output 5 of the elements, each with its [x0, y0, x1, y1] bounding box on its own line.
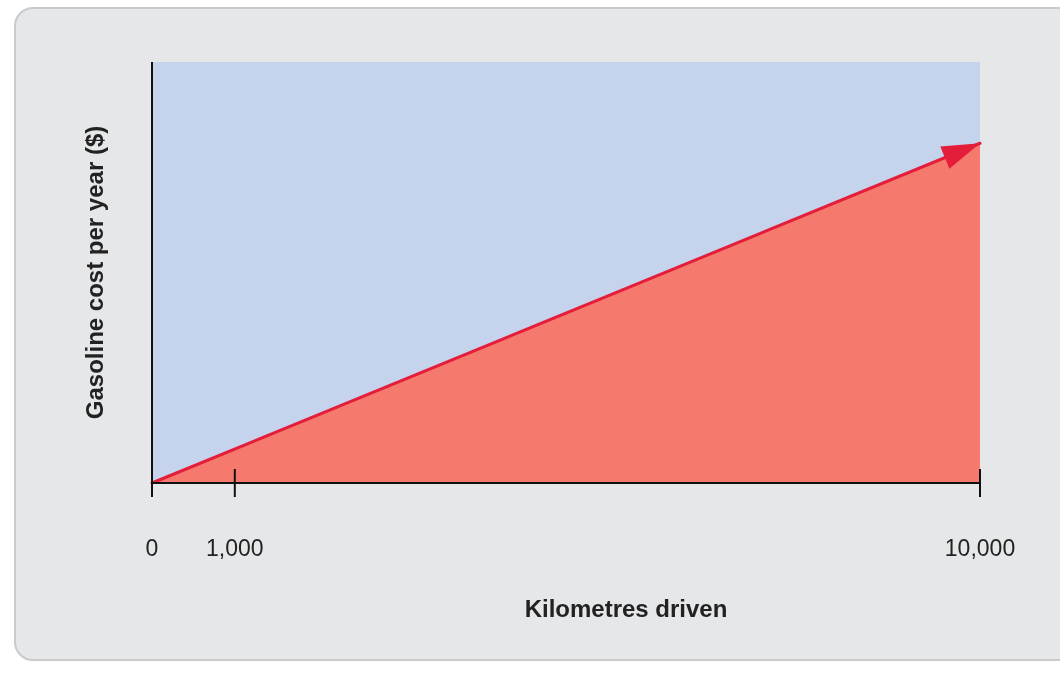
x-tick-label: 1,000	[206, 535, 264, 561]
x-tick-label: 10,000	[944, 535, 1016, 561]
y-axis-title: Gasoline cost per year ($)	[81, 125, 108, 420]
x-axis-title: Kilometres driven	[524, 595, 728, 622]
x-tick-label: 0	[145, 535, 159, 561]
